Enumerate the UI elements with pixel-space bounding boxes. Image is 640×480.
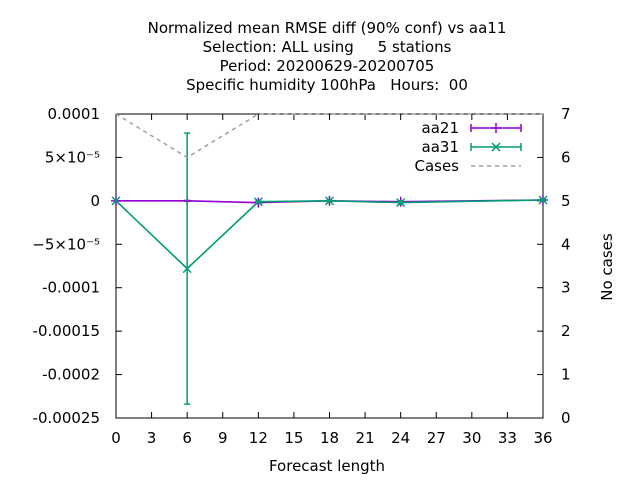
y2-tick-label: 3 (561, 279, 571, 297)
series-cases (115, 113, 543, 159)
title-line: Selection: ALL using 5 stations (203, 38, 452, 56)
y2-axis-label: No cases (598, 233, 616, 301)
x-tick-label: 27 (427, 429, 446, 447)
x-tick-label: 6 (182, 429, 192, 447)
y2-tick-label: 7 (561, 105, 571, 123)
series-aa31 (111, 132, 548, 405)
series-layer (111, 113, 548, 405)
chart-title: Normalized mean RMSE diff (90% conf) vs … (148, 19, 507, 94)
legend-marker (491, 123, 501, 133)
legend-label: aa21 (422, 119, 459, 137)
data-point (182, 264, 192, 274)
y-tick-label: -0.0001 (42, 279, 100, 297)
y2-tick-label: 4 (561, 235, 571, 253)
title-line: Period: 20200629-20200705 (220, 57, 435, 75)
plot-border (115, 113, 544, 419)
legend-label: aa31 (422, 138, 459, 156)
y-tick-label: -0.0002 (42, 366, 100, 384)
x-tick-label: 33 (498, 429, 517, 447)
x-tick-label: 9 (218, 429, 228, 447)
data-point (324, 196, 335, 206)
y-tick-label: 5×10⁻⁵ (45, 148, 100, 166)
y-tick-label: 0.0001 (48, 105, 101, 123)
title-line: Specific humidity 100hPa Hours: 00 (186, 76, 468, 94)
legend-label: Cases (414, 157, 459, 175)
x-tick-label: 24 (391, 429, 410, 447)
y2-tick-label: 6 (561, 148, 571, 166)
legend-marker (491, 142, 501, 152)
y-axis: 0.0001 5×10⁻⁵ 0 −5×10⁻⁵ -0.0001 -0.00015 -0.00… (32, 105, 122, 427)
y-tick-label: -0.00025 (33, 409, 100, 427)
x-tick-label: 18 (320, 429, 339, 447)
y2-tick-label: 1 (561, 366, 571, 384)
x-tick-label: 3 (147, 429, 157, 447)
series-line (115, 199, 544, 270)
y2-tick-label: 0 (561, 409, 571, 427)
title-line: Normalized mean RMSE diff (90% conf) vs … (148, 19, 507, 37)
x-tick-label: 21 (356, 429, 375, 447)
y2-axis: 0 1 2 3 4 5 6 7 (537, 105, 571, 427)
y-tick-label: 0 (90, 192, 100, 210)
data-point (396, 198, 406, 208)
data-point (111, 196, 121, 206)
x-tick-label: 30 (462, 429, 481, 447)
x-axis: 0 3 6 9 12 15 18 21 24 27 30 33 36 (111, 114, 553, 447)
y2-tick-label: 2 (561, 322, 571, 340)
series-line (115, 113, 543, 159)
y-tick-label: −5×10⁻⁵ (32, 235, 100, 253)
x-tick-label: 36 (533, 429, 552, 447)
x-tick-label: 0 (111, 429, 121, 447)
x-axis-label: Forecast length (269, 457, 385, 475)
data-point (538, 195, 548, 205)
y2-tick-label: 5 (561, 192, 571, 210)
plot-frame (115, 113, 544, 419)
y-tick-label: -0.00015 (33, 322, 100, 340)
x-tick-label: 15 (284, 429, 303, 447)
data-point (253, 197, 263, 207)
x-tick-label: 12 (249, 429, 268, 447)
